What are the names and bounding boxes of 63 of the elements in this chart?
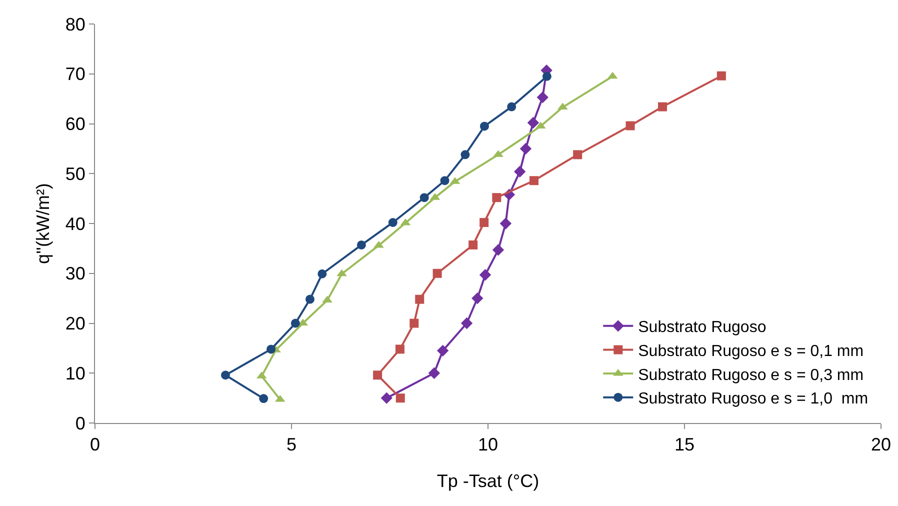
point	[432, 268, 442, 278]
point	[536, 91, 548, 104]
legend-label: Substrato Rugoso e s = 0,1 mm	[638, 342, 864, 360]
point	[573, 150, 582, 160]
point	[420, 193, 429, 202]
point	[492, 244, 504, 256]
point	[395, 344, 404, 354]
point	[468, 240, 478, 250]
y-tick-label: 10	[65, 363, 86, 384]
point	[626, 121, 635, 130]
y-tick-label: 40	[65, 214, 86, 234]
point	[305, 294, 314, 304]
point	[472, 292, 484, 304]
point	[500, 218, 512, 230]
legend-label: Substrato Rugoso e s = 1,0 mm	[638, 390, 868, 408]
point	[460, 317, 473, 330]
point	[514, 166, 526, 178]
y-tick-label: 30	[65, 264, 86, 284]
point	[436, 344, 449, 357]
x-tick-label: 10	[478, 434, 498, 455]
point	[290, 318, 300, 328]
point	[266, 344, 276, 354]
legend-label: Substrato Rugoso	[638, 319, 766, 336]
point	[322, 296, 332, 303]
y-tick-label: 60	[65, 114, 86, 134]
legend-label: Substrato Rugoso e s = 0,3 mm	[638, 366, 864, 384]
point	[658, 102, 667, 112]
point	[520, 142, 532, 155]
point	[373, 370, 382, 380]
point	[336, 269, 347, 276]
point	[380, 392, 392, 404]
x-tick-label: 20	[870, 434, 892, 455]
point	[410, 318, 419, 328]
point	[318, 269, 327, 278]
y-tick-label: 0	[75, 413, 86, 434]
x-tick-label: 5	[286, 434, 297, 455]
point	[460, 150, 470, 160]
y-tick-label: 80	[65, 14, 86, 34]
y-tick-label: 70	[65, 64, 86, 84]
x-axis-title: Tp -Tsat (°C)	[436, 471, 540, 491]
point	[542, 72, 552, 81]
point	[388, 218, 398, 227]
point	[440, 176, 450, 186]
y-tick-label: 20	[65, 314, 86, 334]
point	[428, 367, 440, 379]
point	[259, 394, 268, 404]
point	[529, 176, 538, 186]
point	[479, 269, 492, 281]
point	[527, 116, 540, 129]
point	[492, 193, 502, 202]
point	[220, 370, 230, 380]
point	[507, 102, 516, 112]
point	[415, 294, 424, 304]
point	[356, 240, 366, 250]
x-tick-label: 0	[90, 434, 100, 455]
point	[396, 394, 405, 403]
x-tick-label: 15	[674, 434, 695, 455]
point	[480, 218, 489, 227]
y-tick-label: 50	[65, 164, 86, 184]
point	[716, 71, 726, 80]
point	[374, 240, 384, 248]
point	[480, 122, 489, 131]
y-axis-title: q''(kW/m²)	[33, 183, 53, 264]
